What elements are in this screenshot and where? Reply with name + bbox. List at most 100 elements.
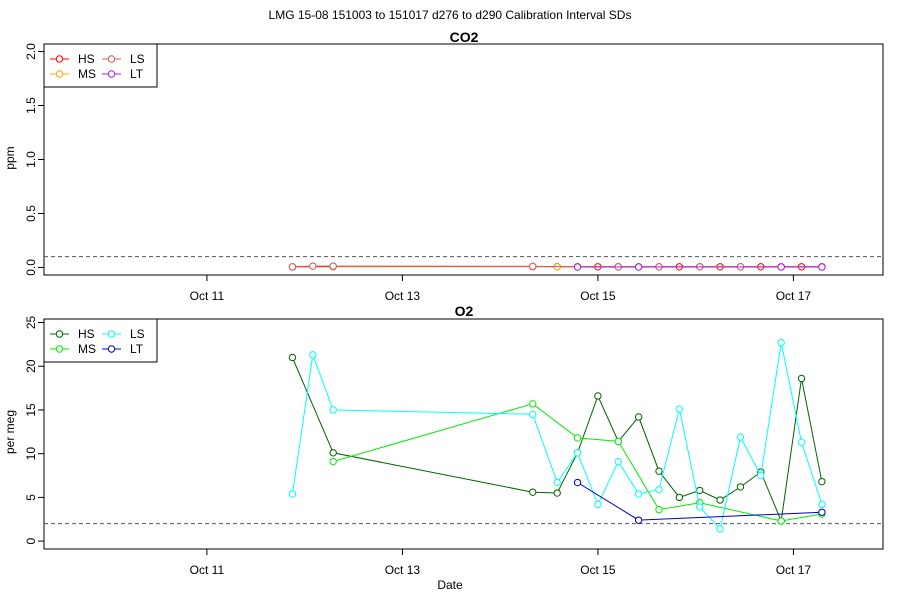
o2-series-hs-point [655, 467, 663, 475]
o2-legend-hs-label: HS [78, 327, 95, 341]
o2-x-tick-label: Oct 17 [776, 563, 812, 577]
o2-series-ls-point [818, 500, 826, 509]
co2-legend-lt-marker [107, 70, 116, 78]
co2-legend-ms-label: MS [78, 67, 96, 81]
o2-series-ls-point [288, 490, 297, 498]
o2-series-ms-point [573, 434, 582, 442]
co2-series-lt-point [634, 263, 643, 271]
co2-x-tick-label: Oct 15 [580, 289, 616, 303]
o2-legend-hs-marker [55, 330, 64, 338]
co2-panel: CO2 ppm 0.0 0.5 1.0 1.5 2.0 Oct 11 Oct 13 Oct 1… [3, 29, 884, 303]
o2-series-ls-point [329, 406, 337, 414]
o2-series-ms-point [614, 437, 622, 446]
o2-series-ls-point [309, 351, 317, 359]
x-axis-label: Date [437, 578, 463, 592]
o2-series-lt-point [818, 508, 826, 516]
co2-title: CO2 [450, 29, 479, 45]
o2-series-hs-point [288, 353, 297, 362]
o2-x-tick-label: Oct 11 [190, 563, 225, 577]
co2-series-ls-point [529, 262, 537, 271]
o2-y-tick-label: 10 [24, 447, 38, 461]
o2-series-lt-point [634, 516, 643, 524]
o2-plot-frame [43, 318, 884, 550]
o2-series-ls-point [777, 338, 785, 347]
co2-legend-hs-label: HS [78, 52, 95, 66]
o2-y-tick-label: 15 [24, 403, 38, 417]
co2-legend-hs-marker [55, 55, 64, 63]
o2-series-hs-point [329, 449, 337, 457]
o2-series-ms-point [329, 457, 337, 466]
o2-series-ls-point [553, 478, 561, 487]
o2-series-ls-point [736, 433, 745, 441]
co2-y-tick-label: 1.0 [24, 151, 38, 168]
o2-series-ls-point [675, 405, 684, 413]
o2-legend-ms-marker [55, 345, 64, 353]
co2-series-ls-point [329, 262, 337, 270]
o2-series-hs-point [529, 488, 537, 496]
co2-y-axis-label: ppm [3, 146, 17, 169]
o2-series-ms-line [333, 403, 822, 522]
co2-x-tick-label: Oct 17 [776, 289, 812, 303]
o2-series-hs-point [696, 486, 704, 495]
o2-series-ms-point [777, 517, 785, 525]
page-title: LMG 15-08 151003 to 151017 d276 to d290 … [269, 8, 632, 22]
o2-series-ls-point [797, 438, 806, 447]
o2-x-tick-label: Oct 15 [580, 563, 616, 577]
co2-legend-box [43, 43, 158, 88]
co2-y-tick-label: 0.5 [24, 205, 38, 222]
co2-x-tick-label: Oct 13 [385, 289, 421, 303]
o2-series-ls-point [655, 485, 663, 494]
co2-legend-ms-marker [55, 70, 64, 78]
o2-series-ls-point [696, 503, 704, 511]
co2-y-tick-label: 2.0 [24, 43, 38, 60]
o2-y-tick-label: 20 [24, 359, 38, 373]
o2-legend-box [43, 318, 158, 363]
o2-series-hs-point [797, 374, 806, 383]
o2-y-tick-label: 0 [24, 537, 38, 544]
co2-series-lt-point [573, 263, 582, 271]
o2-series-hs-point [818, 477, 826, 486]
o2-series-hs-point [716, 496, 724, 504]
o2-series-hs-point [675, 493, 684, 502]
o2-series-ls-line [291, 342, 823, 530]
co2-legend-ls-marker [107, 55, 116, 63]
co2-y-tick-label: 0.0 [24, 259, 38, 276]
co2-series-lt-point [777, 263, 785, 271]
o2-series-ls-point [757, 471, 765, 480]
co2-series-ls-point [309, 262, 317, 270]
co2-series-ls-point [288, 263, 297, 271]
co2-plot-frame [43, 43, 884, 276]
o2-series-hs-point [736, 483, 745, 491]
o2-y-tick-label: 25 [24, 316, 38, 330]
o2-series-hs-point [634, 413, 643, 421]
o2-legend-ls-label: LS [130, 327, 145, 341]
o2-series-ls-point [573, 449, 582, 457]
co2-x-tick-label: Oct 11 [190, 289, 225, 303]
co2-legend-lt-label: LT [130, 67, 144, 81]
co2-y-tick-label: 1.5 [24, 97, 38, 114]
o2-y-axis-label: per meg [3, 410, 17, 454]
o2-legend-ms-label: MS [78, 342, 96, 356]
o2-series-ls-point [529, 410, 537, 419]
o2-series-ls-point [716, 525, 724, 533]
o2-series-lt-point [573, 478, 582, 487]
o2-x-tick-label: Oct 13 [385, 563, 421, 577]
o2-title: O2 [455, 303, 474, 319]
o2-y-tick-label: 5 [24, 494, 38, 501]
o2-series-ls-point [594, 500, 602, 509]
o2-panel: O2 per meg 0 5 10 15 20 25 Oct 11 Oct 13 Oct 15 O… [3, 303, 884, 577]
o2-legend-ls-marker [107, 330, 116, 338]
o2-legend-lt-label: LT [130, 342, 144, 356]
o2-series-hs-point [594, 392, 602, 400]
o2-series-hs-point [553, 489, 561, 497]
co2-legend-ls-label: LS [130, 52, 145, 66]
o2-series-ms-point [529, 400, 537, 408]
co2-series-lt-point [818, 263, 826, 271]
o2-series-ls-point [614, 457, 622, 466]
o2-series-ms-point [655, 505, 663, 514]
o2-series-ls-point [634, 490, 643, 498]
o2-legend-lt-marker [107, 345, 116, 353]
